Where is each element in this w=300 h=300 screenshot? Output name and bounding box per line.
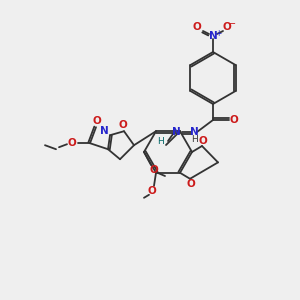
Text: N: N (208, 31, 217, 41)
Text: N: N (100, 126, 108, 136)
Text: O: O (187, 179, 195, 189)
Text: O: O (223, 22, 231, 32)
Text: O: O (148, 186, 156, 196)
Text: O: O (193, 22, 201, 32)
Text: −: − (228, 19, 237, 29)
Text: H: H (158, 137, 164, 146)
Text: O: O (118, 120, 127, 130)
Text: O: O (199, 136, 207, 146)
Text: O: O (93, 116, 101, 126)
Text: +: + (215, 28, 222, 38)
Text: N: N (190, 127, 198, 137)
Text: H: H (190, 134, 197, 143)
Text: O: O (150, 165, 158, 175)
Text: O: O (230, 115, 238, 125)
Text: N: N (172, 127, 180, 137)
Text: O: O (68, 138, 76, 148)
